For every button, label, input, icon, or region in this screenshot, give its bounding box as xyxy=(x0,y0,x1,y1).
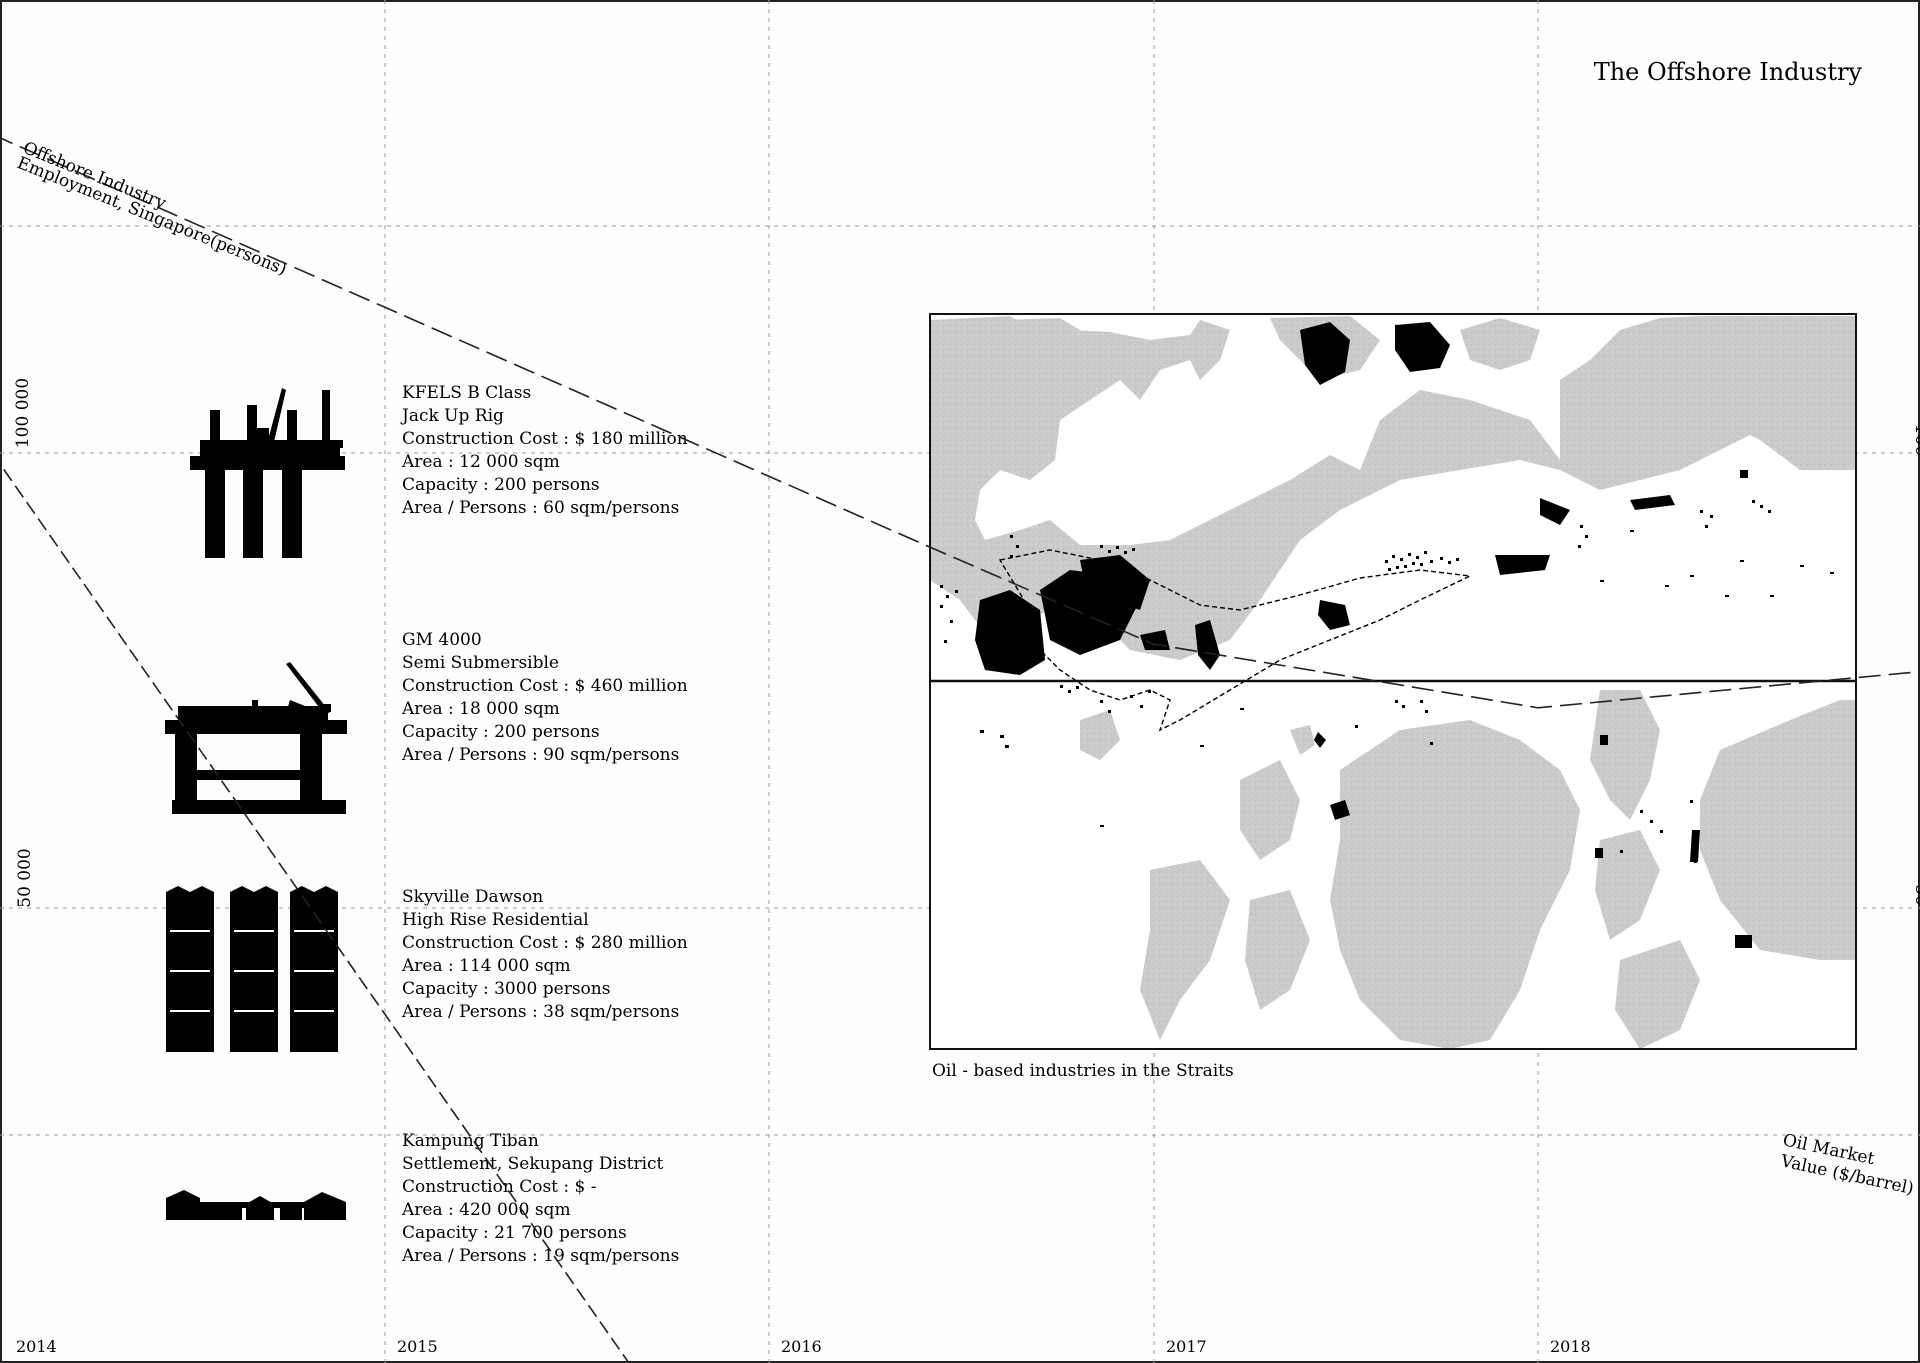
y-tick-left-100000: 100 000 xyxy=(13,378,33,448)
facility-1-line-2: Jack Up Rig xyxy=(400,406,504,426)
facility-4-line-1: Kampung Tiban xyxy=(402,1131,539,1151)
facility-4-line-6: Area / Persons : 19 sqm/persons xyxy=(401,1246,679,1266)
facility-2-line-2: Semi Submersible xyxy=(402,653,559,673)
facility-3-line-3: Construction Cost : $ 280 million xyxy=(402,933,688,953)
facility-2-line-6: Area / Persons : 90 sqm/persons xyxy=(401,745,679,765)
facility-1-line-3: Construction Cost : $ 180 million xyxy=(402,429,688,449)
series-layer xyxy=(0,137,1920,1363)
series-line-employment xyxy=(0,137,1920,709)
island-northeast xyxy=(1460,318,1540,370)
small-island-6 xyxy=(1290,725,1315,755)
industry-sites xyxy=(975,322,1752,948)
map-caption: Oil - based industries in the Straits xyxy=(932,1061,1234,1081)
bintan-island xyxy=(1700,700,1856,960)
series-label-employment-line2: Employment, Singapore(persons) xyxy=(14,153,289,280)
x-tick-2018: 2018 xyxy=(1550,1337,1591,1356)
x-tick-2017: 2017 xyxy=(1166,1337,1207,1356)
small-island-5 xyxy=(1080,710,1120,760)
batam-island xyxy=(1330,720,1580,1049)
facility-4-line-2: Settlement, Sekupang District xyxy=(402,1154,664,1174)
y-tick-right-50: 50 xyxy=(1911,884,1920,906)
facility-3-line-6: Area / Persons : 38 sqm/persons xyxy=(401,1002,679,1022)
facility-1-line-5: Capacity : 200 persons xyxy=(402,475,600,495)
y-tick-left-50000: 50 000 xyxy=(15,848,35,907)
facility-1-line-4: Area : 12 000 sqm xyxy=(401,452,560,472)
johor-landmass-west xyxy=(945,318,1080,400)
facility-2-line-1: GM 4000 xyxy=(402,630,482,650)
singapore-island xyxy=(930,316,1800,660)
facility-info-blocks: KFELS B Class Jack Up Rig Construction Cos… xyxy=(400,383,688,1266)
industry-dots xyxy=(940,500,1834,863)
johor-landmass-east xyxy=(1700,316,1856,470)
page-title: The Offshore Industry xyxy=(1594,58,1863,86)
facility-2-line-3: Construction Cost : $ 460 million xyxy=(402,676,688,696)
x-tick-2015: 2015 xyxy=(397,1337,438,1356)
small-island-3 xyxy=(1595,830,1660,940)
facility-3-line-4: Area : 114 000 sqm xyxy=(401,956,571,976)
facility-2-line-5: Capacity : 200 persons xyxy=(402,722,600,742)
facility-4-line-3: Construction Cost : $ - xyxy=(402,1177,597,1197)
small-island-1 xyxy=(1240,760,1300,860)
facility-3-line-2: High Rise Residential xyxy=(402,910,589,930)
x-tick-2016: 2016 xyxy=(781,1337,822,1356)
series-line-oil-value xyxy=(0,462,630,1363)
facility-1-line-1: KFELS B Class xyxy=(402,383,531,403)
facility-2-line-4: Area : 18 000 sqm xyxy=(401,699,560,719)
jack-up-rig-icon xyxy=(190,388,345,558)
x-tick-2014: 2014 xyxy=(16,1337,57,1356)
industrial-zone-boundary xyxy=(998,549,1473,732)
semi-submersible-icon xyxy=(165,662,347,814)
facility-1-line-6: Area / Persons : 60 sqm/persons xyxy=(401,498,679,518)
settlement-icon xyxy=(166,1190,346,1220)
facility-4-line-4: Area : 420 000 sqm xyxy=(401,1200,571,1220)
facility-4-line-5: Capacity : 21 700 persons xyxy=(402,1223,627,1243)
y-tick-right-100: 100 xyxy=(1911,424,1920,456)
small-island-4 xyxy=(1615,940,1700,1049)
series-label-oil: Oil Market Value ($/barrel) xyxy=(1778,1130,1915,1199)
island-southwest xyxy=(1140,860,1230,1040)
land-masses xyxy=(930,316,1856,1049)
small-island-2 xyxy=(1245,890,1310,1010)
small-island-east xyxy=(1590,690,1660,820)
facility-3-line-5: Capacity : 3000 persons xyxy=(402,979,610,999)
series-label-employment: Offshore Industry Employment, Singapore(… xyxy=(14,138,289,280)
straits-map: Oil - based industries in the Straits xyxy=(929,313,1857,1081)
facility-3-line-1: Skyville Dawson xyxy=(402,887,543,907)
high-rise-icon xyxy=(166,886,338,1052)
